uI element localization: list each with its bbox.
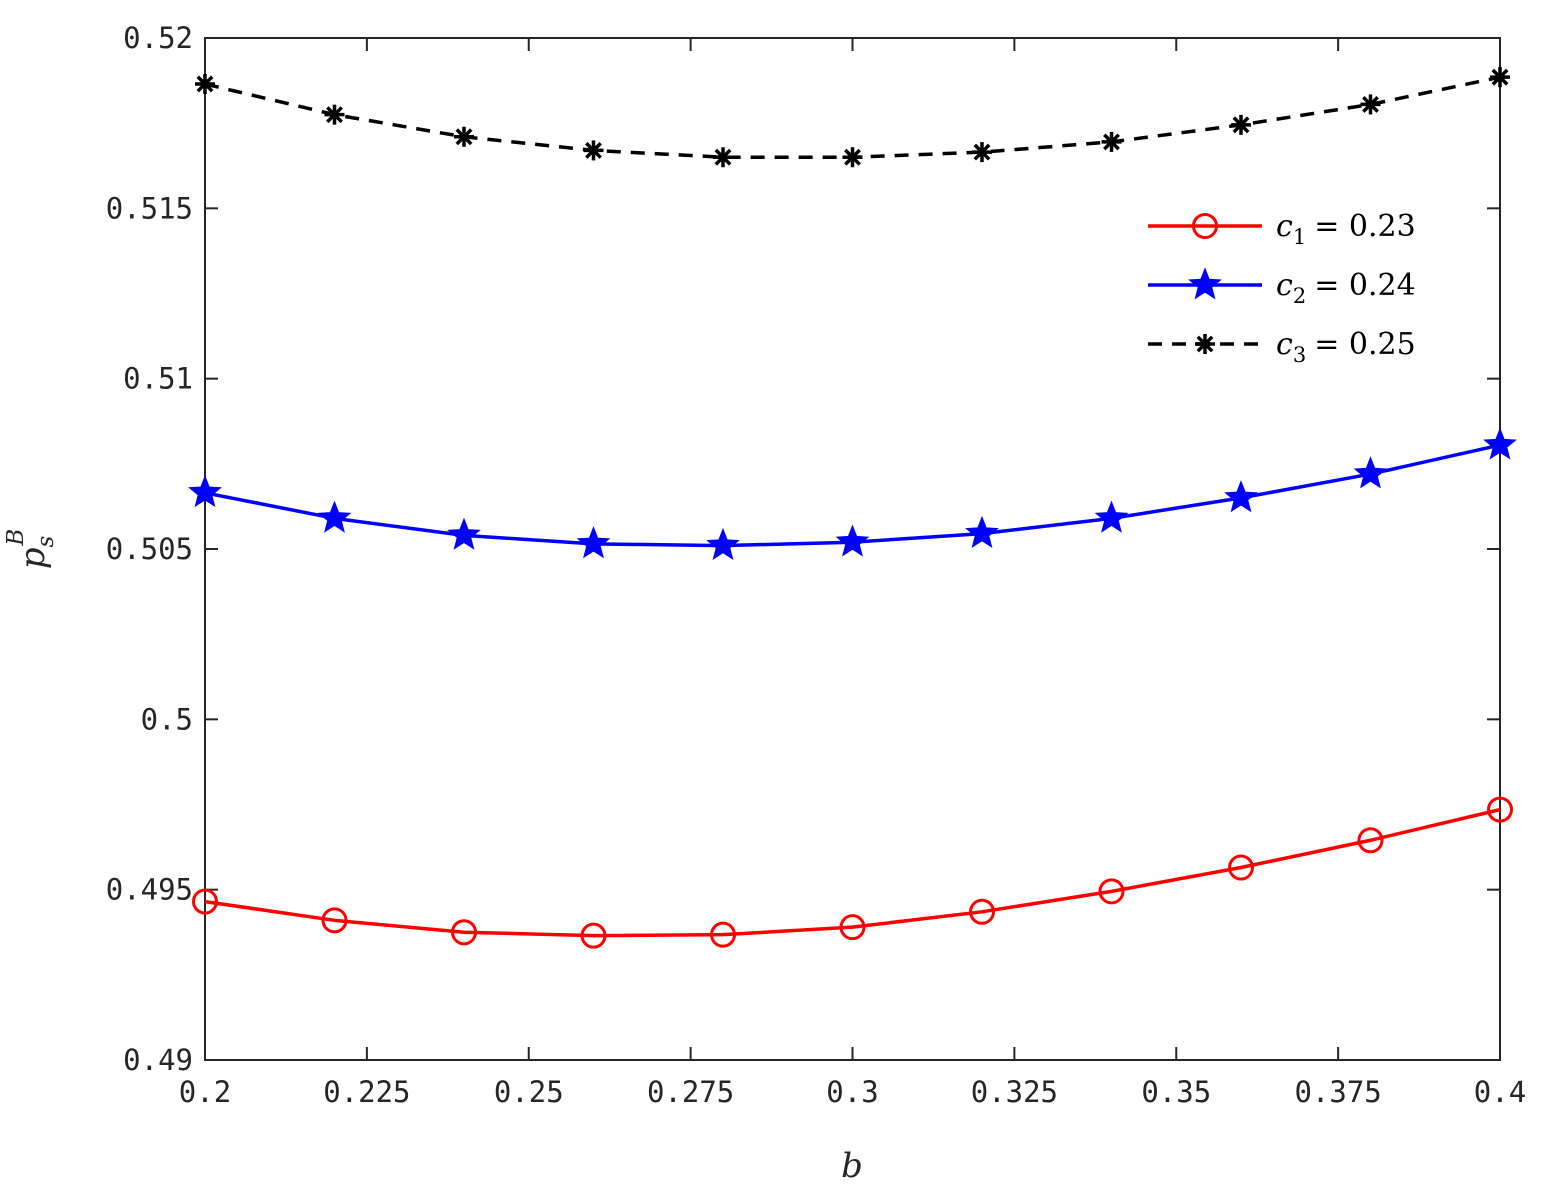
- series-1-point: [321, 907, 348, 934]
- series-3-point: [583, 140, 604, 161]
- series-2-point: [447, 517, 481, 550]
- legend-marker: [1192, 213, 1218, 239]
- x-axis-title: b: [841, 1146, 863, 1186]
- y-tick-label: 0.51: [123, 362, 193, 396]
- series-2-point: [1094, 500, 1129, 533]
- series-layer: [188, 67, 1517, 949]
- series-1-point: [969, 898, 995, 925]
- asterisk-stroke: [196, 75, 214, 93]
- series-3-point: [1101, 131, 1122, 152]
- series-2-point: [317, 500, 352, 533]
- legend-label-value: = 0.25: [1314, 327, 1415, 362]
- legend-label-sub: 3: [1293, 343, 1306, 367]
- y-tick-label: 0.505: [106, 532, 193, 566]
- y-axis-title: psB: [3, 529, 59, 569]
- series-3-point: [972, 142, 992, 163]
- y-axis-title-sub: s: [33, 535, 59, 547]
- series-3-point: [1490, 67, 1510, 88]
- series-2-point: [706, 527, 740, 560]
- x-tick-label: 0.3: [826, 1075, 878, 1109]
- series-1-point: [1098, 878, 1125, 905]
- series-2-point: [835, 524, 870, 557]
- asterisk-stroke: [1103, 133, 1120, 151]
- asterisk-stroke: [1491, 68, 1509, 86]
- asterisk-stroke: [1232, 116, 1250, 134]
- series-1-point: [839, 914, 866, 941]
- legend-entry-2: c2 = 0.24: [1148, 267, 1416, 308]
- asterisk-stroke: [1362, 95, 1379, 113]
- x-tick-label: 0.2: [179, 1075, 231, 1109]
- asterisk-stroke: [973, 143, 991, 161]
- legend-label-sub: 1: [1293, 225, 1306, 249]
- series-2-point: [1224, 480, 1258, 513]
- legend-marker: [1188, 267, 1222, 300]
- series-1-line: [204, 807, 1501, 938]
- axis-ticks: 0.2 0.225 0.25 0.275 0.3 0.325 0.35 0.375 0.4 0.4…: [106, 21, 1527, 1109]
- series-3-point: [1360, 94, 1381, 115]
- legend-label-var: c: [1276, 268, 1293, 303]
- y-tick-label: 0.52: [123, 21, 193, 55]
- series-2-point: [188, 475, 222, 508]
- legend-label: c1 = 0.23: [1276, 209, 1416, 249]
- series-1: [192, 796, 1513, 949]
- asterisk-stroke: [585, 141, 602, 159]
- legend-label: c2 = 0.24: [1276, 268, 1416, 308]
- series-3-point: [195, 73, 215, 94]
- legend-marker: [1195, 334, 1215, 354]
- series-3-point: [324, 104, 345, 125]
- asterisk-stroke: [844, 148, 861, 166]
- legend-entry-3: c3 = 0.25: [1148, 327, 1416, 367]
- x-tick-label: 0.275: [647, 1075, 734, 1109]
- legend-label-var: c: [1276, 209, 1293, 244]
- series-3-point: [842, 147, 863, 168]
- series-3: [195, 67, 1510, 168]
- legend-entry-1: c1 = 0.23: [1148, 209, 1416, 249]
- series-2-point: [576, 526, 611, 559]
- series-2-point: [1483, 427, 1517, 460]
- legend-label-sub: 2: [1293, 284, 1306, 308]
- series-1-point: [451, 919, 477, 946]
- legend-label-value: = 0.23: [1314, 209, 1415, 244]
- svg-text:psB: psB: [3, 529, 59, 569]
- y-tick-label: 0.5: [141, 702, 193, 736]
- series-3-point: [454, 126, 474, 147]
- legend-label: c3 = 0.25: [1276, 327, 1416, 367]
- series-1-point: [1357, 827, 1384, 854]
- x-tick-label: 0.325: [971, 1075, 1058, 1109]
- series-1-point: [1228, 854, 1254, 881]
- y-axis-title-sup: B: [3, 529, 29, 547]
- x-tick-label: 0.35: [1141, 1075, 1211, 1109]
- legend-label-var: c: [1276, 327, 1293, 362]
- series-3-point: [1231, 114, 1251, 135]
- y-tick-label: 0.49: [123, 1043, 193, 1077]
- asterisk-stroke: [326, 106, 343, 124]
- series-2: [188, 427, 1517, 560]
- series-2-point: [965, 515, 999, 549]
- series-1-point: [1487, 796, 1513, 823]
- series-1-point: [710, 921, 736, 948]
- asterisk-stroke: [714, 148, 732, 166]
- y-axis-title-base: p: [13, 547, 53, 569]
- series-2-point: [1353, 456, 1388, 489]
- x-tick-label: 0.25: [494, 1075, 564, 1109]
- asterisk-stroke: [455, 128, 473, 146]
- asterisk-stroke: [1196, 335, 1214, 353]
- series-1-point: [580, 922, 607, 949]
- series-1-point: [192, 888, 218, 915]
- x-tick-label: 0.225: [323, 1075, 410, 1109]
- y-tick-label: 0.515: [106, 191, 193, 225]
- legend-label-value: = 0.24: [1314, 268, 1415, 303]
- y-tick-label: 0.495: [106, 873, 193, 907]
- series-3-point: [713, 147, 733, 168]
- x-tick-label: 0.4: [1474, 1075, 1526, 1109]
- x-tick-label: 0.375: [1294, 1075, 1381, 1109]
